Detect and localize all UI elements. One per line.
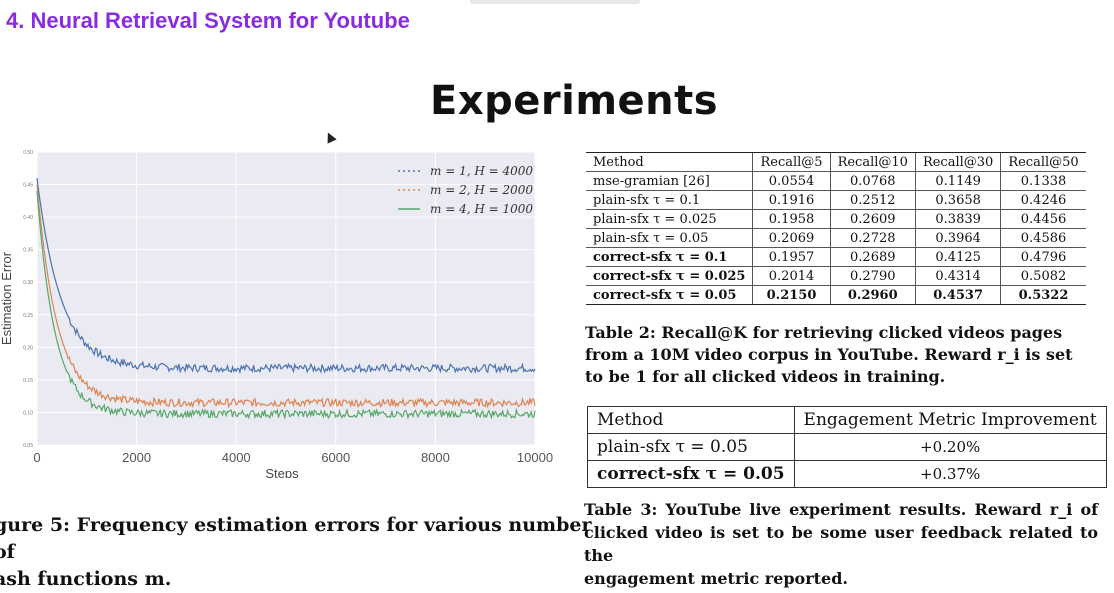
row-value: 0.2790 xyxy=(829,266,916,286)
header-recall-10: Recall@10 xyxy=(829,152,916,172)
y-tick-label: 0.45 xyxy=(23,183,33,189)
row-method: plain-sfx τ = 0.1 xyxy=(586,190,753,210)
table-row: correct-sfx τ = 0.05 +0.37% xyxy=(587,460,1107,488)
recall-table: Method Recall@5 Recall@10 Recall@30 Reca… xyxy=(586,152,1086,305)
row-value: 0.5322 xyxy=(1000,285,1086,305)
row-method: correct-sfx τ = 0.025 xyxy=(586,266,753,286)
estimation-error-chart: 0 2000 4000 6000 8000 10000 0.50 0.45 0.40 0.35 0.… xyxy=(0,150,553,478)
row-value: 0.0768 xyxy=(829,171,916,191)
row-method: plain-sfx τ = 0.05 xyxy=(586,228,753,248)
row-value: 0.1338 xyxy=(1000,171,1086,191)
row-value: 0.4125 xyxy=(914,247,1001,267)
y-tick-label: 0.20 xyxy=(23,345,33,351)
slide-title: Experiments xyxy=(430,78,719,124)
figure-caption-line-2: ash functions m. xyxy=(0,568,172,590)
table-3-caption: Table 3: YouTube live experiment results… xyxy=(584,498,1098,590)
row-value: 0.2069 xyxy=(752,228,831,248)
series-line xyxy=(36,184,536,409)
y-tick-label: 0.25 xyxy=(23,313,33,319)
series-line xyxy=(36,177,536,375)
row-value: 0.1957 xyxy=(752,247,831,267)
x-axis-label: Steps xyxy=(265,466,299,478)
row-value: 0.2014 xyxy=(752,266,831,286)
x-tick-label: 8000 xyxy=(421,450,450,465)
table-row: correct-sfx τ = 0.1 0.1957 0.2689 0.4125… xyxy=(586,247,1086,267)
y-tick-label: 0.30 xyxy=(23,280,33,286)
section-title: 4. Neural Retrieval System for Youtube xyxy=(6,8,410,33)
window-top-edge xyxy=(470,0,640,4)
header-engagement: Engagement Metric Improvement xyxy=(793,406,1107,434)
row-value: 0.5082 xyxy=(1000,266,1086,286)
x-tick-label: 4000 xyxy=(222,450,251,465)
row-value: 0.2960 xyxy=(829,285,916,305)
row-value: 0.4456 xyxy=(1000,209,1086,229)
header-recall-50: Recall@50 xyxy=(1000,152,1086,172)
table-row: plain-sfx τ = 0.05 +0.20% xyxy=(587,433,1107,461)
figure-caption: gure 5: Frequency estimation errors for … xyxy=(0,512,594,593)
row-value: +0.37% xyxy=(793,460,1107,488)
y-tick-label: 0.05 xyxy=(23,443,33,449)
recall-table-header: Method Recall@5 Recall@10 Recall@30 Reca… xyxy=(586,152,1086,172)
y-tick-label: 0.15 xyxy=(23,378,33,384)
table-row: plain-sfx τ = 0.1 0.1916 0.2512 0.3658 0… xyxy=(586,190,1086,210)
table-2-caption: Table 2: Recall@K for retrieving clicked… xyxy=(585,323,1073,386)
row-value: 0.2150 xyxy=(752,285,831,305)
x-tick-label: 0 xyxy=(33,450,40,465)
row-value: +0.20% xyxy=(793,433,1107,461)
engagement-table-header: Method Engagement Metric Improvement xyxy=(587,406,1107,434)
y-tick-label: 0.35 xyxy=(23,248,33,254)
y-tick-label: 0.40 xyxy=(23,215,33,221)
row-method: correct-sfx τ = 0.05 xyxy=(587,460,795,488)
table-row: plain-sfx τ = 0.05 0.2069 0.2728 0.3964 … xyxy=(586,228,1086,248)
header-method: Method xyxy=(587,406,795,434)
row-method: plain-sfx τ = 0.05 xyxy=(587,433,795,461)
row-value: 0.4586 xyxy=(1000,228,1086,248)
series-line xyxy=(36,191,536,420)
row-method: correct-sfx τ = 0.05 xyxy=(586,285,753,305)
row-value: 0.2512 xyxy=(829,190,916,210)
row-value: 0.1916 xyxy=(752,190,831,210)
row-value: 0.2728 xyxy=(829,228,916,248)
row-value: 0.4796 xyxy=(1000,247,1086,267)
table-3-caption-last: engagement metric reported. xyxy=(584,569,848,588)
row-value: 0.1958 xyxy=(752,209,831,229)
legend-label: m = 1, H = 4000 xyxy=(430,164,533,178)
legend-label: m = 2, H = 2000 xyxy=(430,183,533,197)
table-row: correct-sfx τ = 0.025 0.2014 0.2790 0.43… xyxy=(586,266,1086,286)
row-value: 0.4537 xyxy=(914,285,1001,305)
header-recall-30: Recall@30 xyxy=(914,152,1001,172)
row-value: 0.4246 xyxy=(1000,190,1086,210)
figure-caption-line-1: gure 5: Frequency estimation errors for … xyxy=(0,514,592,563)
x-tick-label: 6000 xyxy=(321,450,350,465)
row-method: mse-gramian [26] xyxy=(586,171,753,191)
row-value: 0.2609 xyxy=(829,209,916,229)
table-row: correct-sfx τ = 0.05 0.2150 0.2960 0.453… xyxy=(586,285,1086,305)
row-value: 0.1149 xyxy=(914,171,1001,191)
row-value: 0.3658 xyxy=(914,190,1001,210)
row-method: correct-sfx τ = 0.1 xyxy=(586,247,753,267)
table-row: plain-sfx τ = 0.025 0.1958 0.2609 0.3839… xyxy=(586,209,1086,229)
row-value: 0.2689 xyxy=(829,247,916,267)
plot-area xyxy=(37,152,535,445)
row-value: 0.4314 xyxy=(914,266,1001,286)
table-row: mse-gramian [26] 0.0554 0.0768 0.1149 0.… xyxy=(586,171,1086,191)
y-tick-label: 0.50 xyxy=(23,150,33,156)
x-tick-label: 10000 xyxy=(517,450,553,465)
y-axis-label: Estimation Error xyxy=(0,251,14,345)
row-method: plain-sfx τ = 0.025 xyxy=(586,209,753,229)
y-tick-label: 0.10 xyxy=(23,410,33,416)
row-value: 0.0554 xyxy=(752,171,831,191)
engagement-table: Method Engagement Metric Improvement pla… xyxy=(587,406,1107,488)
header-recall-5: Recall@5 xyxy=(752,152,831,172)
x-tick-label: 2000 xyxy=(122,450,151,465)
row-value: 0.3964 xyxy=(914,228,1001,248)
row-value: 0.3839 xyxy=(914,209,1001,229)
table-3-caption-main: Table 3: YouTube live experiment results… xyxy=(584,500,1098,565)
header-method: Method xyxy=(586,152,753,172)
legend-label: m = 4, H = 1000 xyxy=(430,202,533,216)
